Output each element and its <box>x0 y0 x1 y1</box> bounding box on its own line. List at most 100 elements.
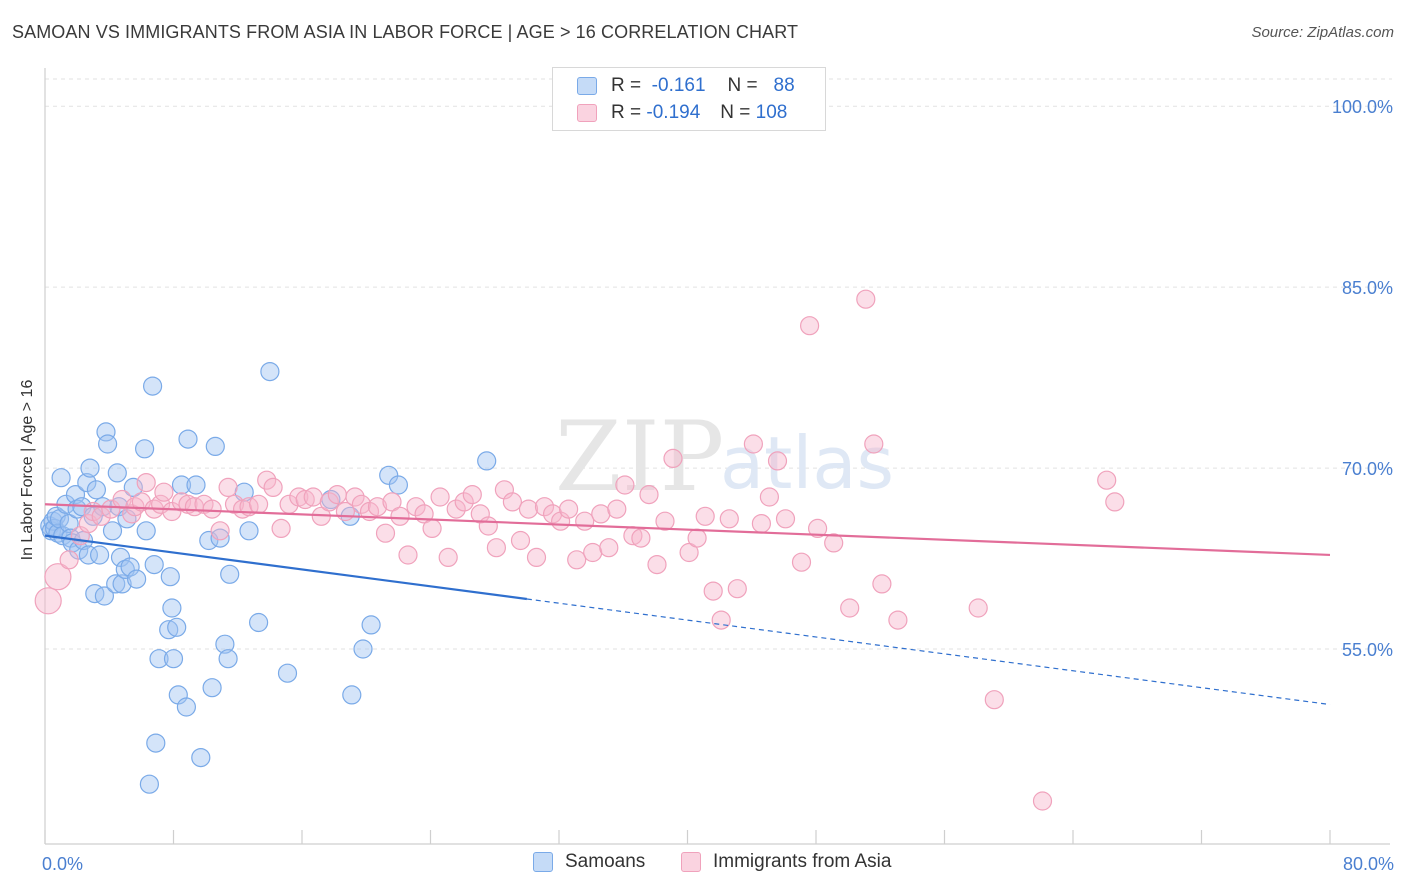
data-point <box>583 542 603 563</box>
data-point <box>639 485 659 505</box>
source-label: Source: ZipAtlas.com <box>1251 24 1394 41</box>
chart-title: SAMOAN VS IMMIGRANTS FROM ASIA IN LABOR … <box>12 22 799 42</box>
data-point <box>239 521 259 541</box>
immigrants-asia-swatch <box>577 104 597 122</box>
data-point <box>486 538 506 558</box>
data-point <box>51 468 71 488</box>
data-point <box>968 598 988 618</box>
data-point <box>719 509 739 529</box>
data-point <box>249 612 269 633</box>
x-tick-label-min: 0.0% <box>42 854 83 874</box>
data-point <box>351 494 371 514</box>
data-point <box>112 574 132 594</box>
data-point <box>263 477 283 497</box>
data-point <box>478 516 498 536</box>
data-point <box>406 497 426 517</box>
data-point <box>186 475 206 495</box>
data-point <box>139 774 159 794</box>
data-point <box>163 649 184 669</box>
data-point <box>575 511 595 531</box>
data-point <box>34 587 62 615</box>
n-value: 108 <box>755 102 788 123</box>
trend-line-samoans <box>44 534 528 601</box>
data-point <box>59 513 79 534</box>
data-point <box>382 492 402 512</box>
data-point <box>144 554 164 575</box>
data-point <box>510 530 531 551</box>
data-point <box>205 436 225 456</box>
immigrants-asia-legend-swatch <box>681 852 701 872</box>
data-point <box>107 463 127 483</box>
data-point <box>271 518 291 539</box>
data-point <box>591 504 611 524</box>
data-point <box>220 564 240 584</box>
data-point <box>257 470 277 490</box>
trend-line-immigrants-asia <box>44 503 1331 557</box>
data-point <box>607 499 627 519</box>
data-point <box>249 494 269 514</box>
data-point <box>97 434 118 454</box>
data-point <box>353 639 373 659</box>
data-point <box>454 492 474 512</box>
data-point <box>679 542 699 563</box>
series-immigrants-asia <box>34 289 1125 811</box>
data-point <box>210 528 230 548</box>
data-point <box>1097 470 1117 490</box>
n-label: N = <box>720 102 751 123</box>
data-point <box>388 475 408 495</box>
x-tick-label-max: 80.0% <box>1343 854 1394 874</box>
data-points <box>34 289 1125 811</box>
data-point <box>687 528 707 548</box>
data-point <box>438 547 458 568</box>
data-point <box>89 545 110 565</box>
data-point <box>379 465 399 485</box>
trend-line-samoans-extension <box>526 598 1331 706</box>
data-point <box>202 499 222 519</box>
data-point <box>824 533 844 553</box>
samoans-legend-swatch <box>533 852 553 872</box>
stats-row-samoans: R = -0.161 N = 88 <box>577 74 795 98</box>
data-point <box>477 451 497 471</box>
data-point <box>743 434 764 454</box>
data-point <box>159 620 179 640</box>
data-point <box>127 569 147 589</box>
data-point <box>160 567 180 587</box>
data-point <box>171 475 192 495</box>
data-point <box>534 497 555 517</box>
n-value: 88 <box>773 75 795 96</box>
data-point <box>984 690 1004 710</box>
data-point <box>703 581 723 601</box>
y-tick-label: 85.0% <box>1342 278 1393 298</box>
data-point <box>218 477 238 497</box>
samoans-swatch <box>577 77 597 95</box>
data-point <box>655 511 675 531</box>
data-point <box>888 610 908 630</box>
stats-row-immigrants-asia: R = -0.194 N = 108 <box>577 101 787 125</box>
data-point <box>319 492 339 512</box>
data-point <box>1105 492 1125 512</box>
samoans-legend-label: Samoans <box>565 851 646 872</box>
data-point <box>631 528 651 548</box>
data-point <box>775 509 796 529</box>
watermark-atlas: atlas <box>720 421 894 505</box>
data-point <box>518 499 539 519</box>
r-value: -0.161 <box>651 75 706 96</box>
data-point <box>110 547 131 568</box>
data-point <box>149 649 169 669</box>
data-point <box>96 422 116 442</box>
data-point <box>162 598 182 618</box>
data-point <box>599 538 619 558</box>
data-point <box>146 733 166 753</box>
data-point <box>390 506 410 526</box>
data-point <box>751 513 772 534</box>
data-point <box>695 506 715 526</box>
data-point <box>260 362 280 382</box>
data-point <box>215 634 235 654</box>
data-point <box>167 617 187 637</box>
data-point <box>807 518 828 539</box>
data-point <box>136 473 156 493</box>
data-point <box>567 550 587 570</box>
data-point <box>647 554 667 575</box>
data-point <box>77 473 97 493</box>
